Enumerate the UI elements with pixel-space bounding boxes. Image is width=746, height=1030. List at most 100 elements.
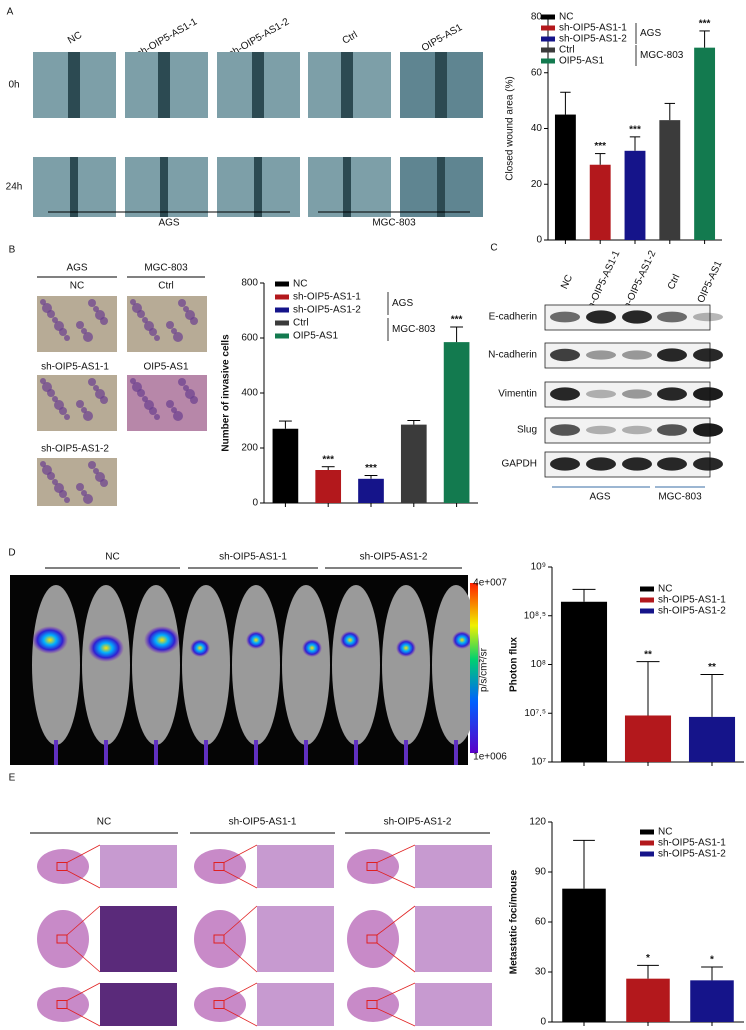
y-tick-label: 120 — [529, 817, 546, 828]
band — [622, 389, 652, 399]
zoom-box — [56, 934, 68, 944]
tail-signal — [54, 740, 58, 765]
error-bar — [364, 475, 378, 479]
legend-label: sh-OIP5-AS1-1 — [658, 595, 726, 606]
zoom-line — [376, 844, 416, 863]
legend-label: sh-OIP5-AS1-2 — [658, 849, 726, 860]
band — [693, 348, 723, 362]
histology-zoom — [100, 845, 177, 888]
cell — [130, 299, 136, 305]
y-tick-label: 10⁹ — [531, 562, 546, 573]
zoom-line — [376, 1008, 416, 1027]
image-label: sh-OIP5-AS1-1 — [41, 362, 109, 373]
cell — [142, 317, 148, 323]
zoom-line — [223, 1008, 258, 1027]
row-label: 0h — [8, 80, 19, 91]
mouse — [382, 585, 430, 745]
band — [550, 457, 580, 471]
cell — [64, 414, 70, 420]
wound-gap — [343, 157, 351, 217]
bar — [272, 428, 299, 503]
protein-label: N-cadherin — [488, 350, 537, 361]
significance-label: *** — [699, 19, 711, 30]
wound-gap — [435, 52, 447, 118]
y-tick-label: 90 — [535, 867, 547, 878]
group-label: MGC-803 — [144, 263, 188, 274]
wound-gap — [254, 157, 262, 217]
cell — [88, 461, 96, 469]
signal — [32, 626, 68, 654]
histology-zoom — [415, 983, 492, 1026]
legend-label: NC — [658, 827, 672, 838]
cell — [83, 494, 93, 504]
error-bar — [701, 966, 723, 981]
bar — [315, 470, 342, 503]
bar — [589, 164, 611, 240]
colorbar — [470, 583, 478, 753]
legend-swatch — [541, 25, 555, 31]
band — [550, 348, 580, 362]
error-bar — [450, 326, 464, 343]
legend-swatch — [541, 36, 555, 42]
legend-swatch — [640, 586, 654, 592]
band — [693, 423, 723, 437]
cell — [81, 328, 87, 334]
bar — [560, 601, 608, 762]
band — [622, 350, 652, 360]
histology-zoom — [100, 983, 177, 1026]
wound-gap — [70, 157, 78, 217]
band — [586, 457, 616, 471]
band — [622, 457, 652, 471]
significance-label: * — [646, 953, 650, 964]
zoom-line — [66, 942, 101, 973]
cell — [52, 317, 58, 323]
error-bar — [407, 420, 421, 425]
colorbar-label: 4e+007 — [473, 578, 507, 589]
legend-label: Ctrl — [559, 45, 575, 56]
mouse — [32, 585, 80, 745]
y-tick-label: 80 — [531, 12, 543, 23]
zoom-box — [56, 1000, 68, 1009]
significance-label: ** — [644, 649, 652, 660]
cell — [93, 468, 99, 474]
legend-label: sh-OIP5-AS1-1 — [559, 23, 627, 34]
legend-label: sh-OIP5-AS1-2 — [293, 305, 361, 316]
lung-section — [194, 849, 246, 884]
zoom-line — [223, 942, 258, 973]
error-bar — [573, 839, 595, 889]
bar — [688, 716, 736, 762]
cell — [47, 389, 55, 397]
cell — [83, 411, 93, 421]
tail-signal — [354, 740, 358, 765]
error-bar — [572, 588, 596, 602]
panel-letter: C — [490, 243, 497, 254]
error-bar — [636, 661, 660, 716]
mouse — [232, 585, 280, 745]
band — [586, 310, 616, 324]
band — [657, 387, 687, 401]
colorbar-label: 1e+006 — [473, 752, 507, 763]
group-label: AGS — [158, 218, 179, 229]
legend-label: sh-OIP5-AS1-2 — [658, 606, 726, 617]
lane-label: Ctrl — [666, 273, 683, 292]
lung-section — [347, 987, 399, 1022]
zoom-line — [376, 870, 416, 889]
y-tick-label: 600 — [241, 333, 258, 344]
group-label: AGS — [589, 492, 610, 503]
cell — [76, 321, 84, 329]
histology-zoom — [415, 906, 492, 972]
zoom-line — [376, 942, 416, 973]
cell — [149, 328, 157, 336]
protein-label: Vimentin — [498, 389, 537, 400]
cell — [166, 321, 174, 329]
image-label: Ctrl — [158, 281, 174, 292]
zoom-line — [223, 844, 258, 863]
error-bar — [699, 30, 710, 48]
cell — [166, 400, 174, 408]
cell — [178, 378, 186, 386]
zoom-box — [56, 862, 68, 871]
legend-group-label: AGS — [640, 28, 661, 39]
y-axis-label: Metastatic foci/mouse — [509, 869, 520, 974]
bar — [443, 342, 470, 503]
